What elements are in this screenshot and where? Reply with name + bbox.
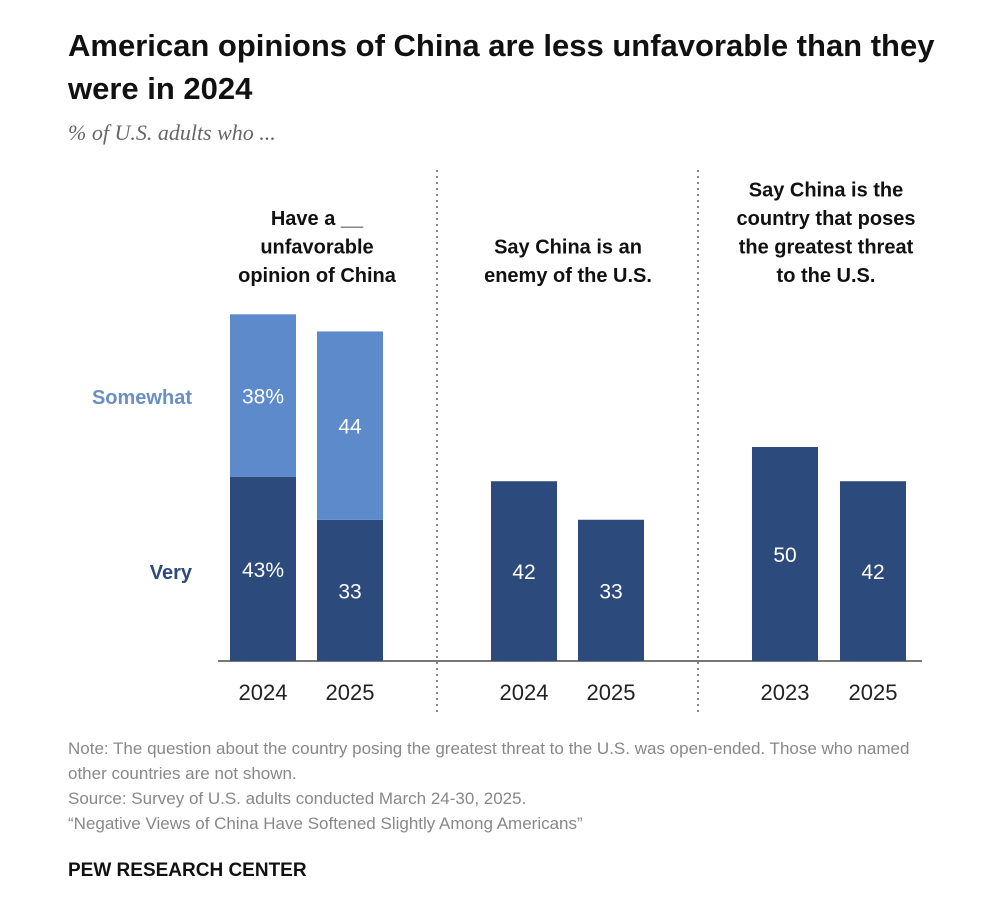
bar-somewhat	[317, 331, 383, 520]
report-title: “Negative Views of China Have Softened S…	[68, 814, 583, 833]
bar-very	[491, 481, 557, 661]
chart-subtitle: % of U.S. adults who ...	[68, 120, 276, 145]
bar-very	[230, 476, 296, 661]
bar-very	[578, 519, 644, 661]
group-title-line: the greatest threat	[739, 237, 914, 259]
bar-somewhat	[230, 314, 296, 477]
data-label-very: 42	[861, 561, 884, 584]
data-label-somewhat: 38%	[242, 386, 284, 409]
x-tick-label: 2023	[761, 680, 810, 705]
bar-very	[752, 447, 818, 661]
data-label-very: 42	[512, 561, 535, 584]
group-title-line: Say China is an	[494, 237, 642, 259]
group-title-line: Have a __	[271, 208, 364, 230]
legend-somewhat: Somewhat	[92, 387, 192, 409]
x-tick-label: 2025	[326, 680, 375, 705]
group-title-line: unfavorable	[260, 237, 373, 259]
x-tick-label: 2025	[849, 680, 898, 705]
source-text: Source: Survey of U.S. adults conducted …	[68, 789, 527, 808]
bar-very	[840, 481, 906, 661]
data-label-very: 43%	[242, 559, 284, 582]
group-title-line: enemy of the U.S.	[484, 265, 652, 287]
note-text: Note: The question about the country pos…	[68, 739, 910, 783]
group-title-line: to the U.S.	[777, 265, 876, 287]
x-tick-label: 2025	[587, 680, 636, 705]
data-label-very: 33	[338, 580, 361, 603]
data-label-very: 33	[599, 580, 622, 603]
notes: Note: The question about the country pos…	[68, 736, 948, 836]
x-tick-label: 2024	[239, 680, 288, 705]
data-label-somewhat: 44	[338, 416, 362, 439]
x-tick-label: 2024	[500, 680, 549, 705]
chart-title: American opinions of China are less unfa…	[68, 28, 935, 106]
bar-very	[317, 519, 383, 661]
group-title-line: country that poses	[737, 208, 916, 230]
pew-logo: PEW RESEARCH CENTER	[68, 860, 307, 881]
group-title-line: Say China is the	[749, 180, 904, 202]
group-title-line: opinion of China	[238, 265, 397, 287]
legend-very: Very	[150, 562, 193, 584]
data-label-very: 50	[773, 544, 796, 567]
